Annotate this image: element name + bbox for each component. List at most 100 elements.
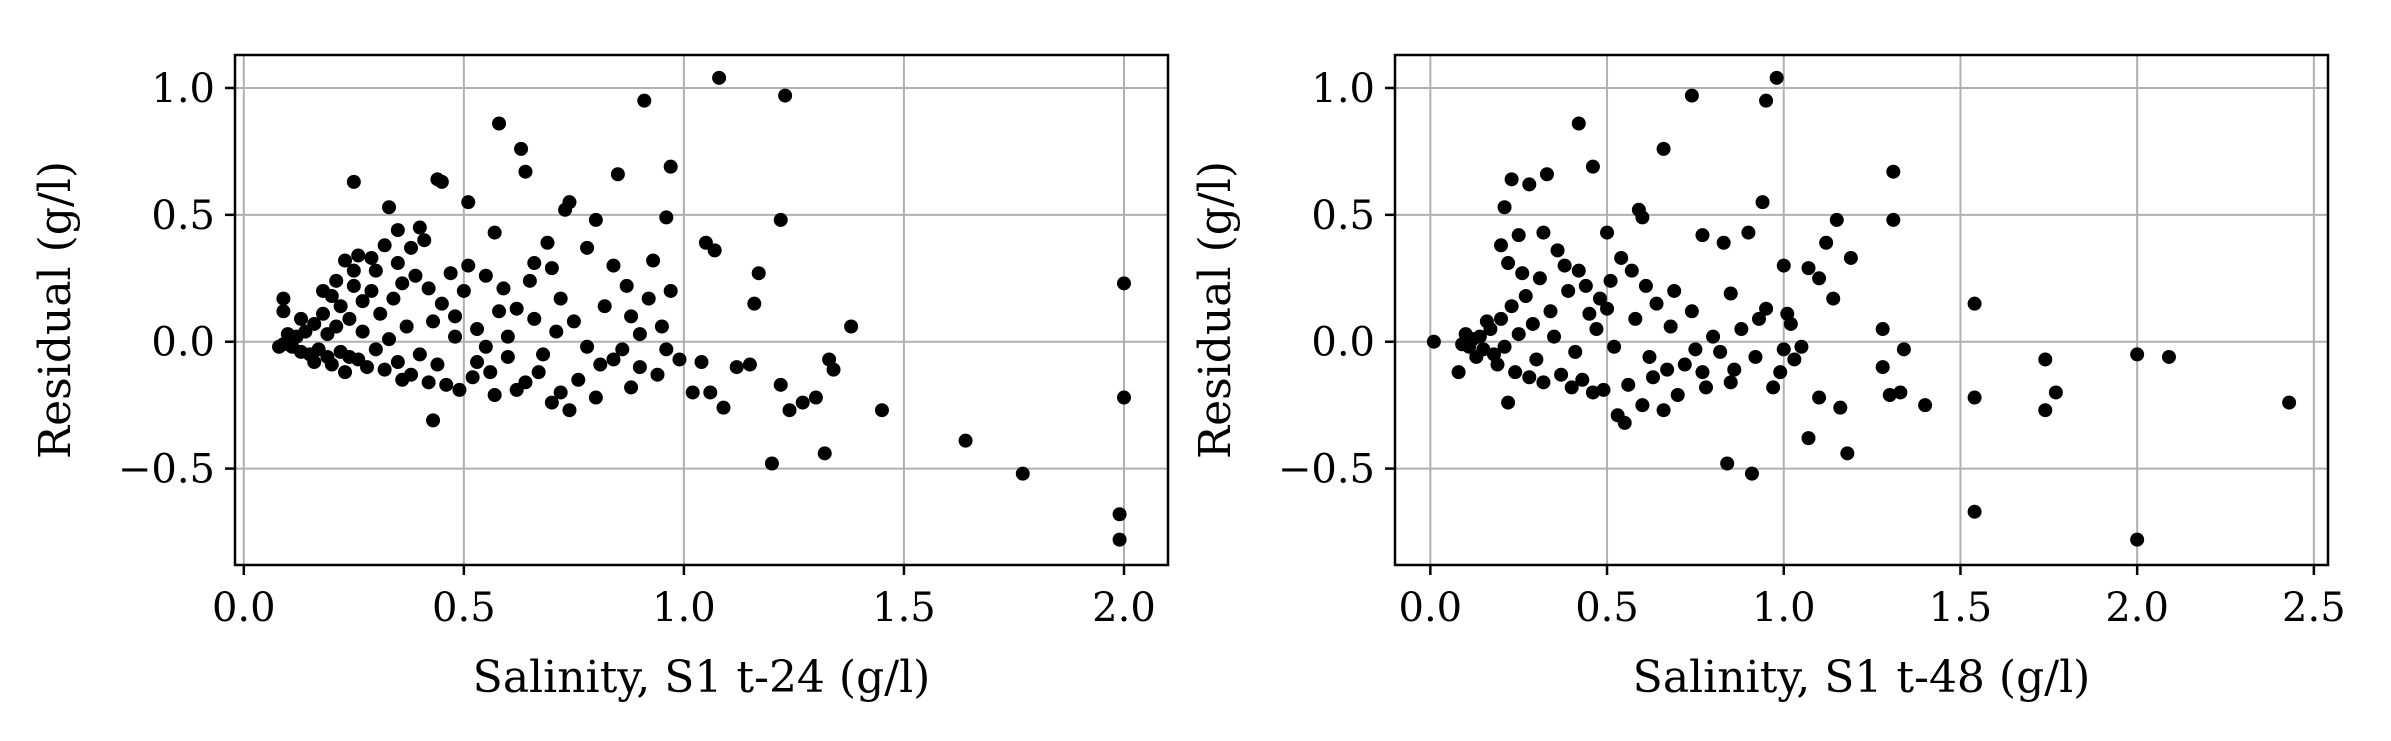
data-point [1882, 388, 1897, 402]
data-point [1504, 299, 1519, 314]
data-point [1557, 258, 1572, 273]
data-point [412, 220, 427, 235]
data-point [1706, 329, 1721, 344]
data-point [1759, 93, 1774, 108]
data-point [346, 174, 361, 189]
data-point [316, 283, 331, 298]
data-point [338, 365, 353, 380]
data-point [456, 283, 471, 298]
data-point [1571, 263, 1586, 278]
data-point [1794, 339, 1809, 354]
data-point [1522, 177, 1537, 192]
data-point [1755, 195, 1770, 210]
data-point [822, 352, 837, 367]
x-tick-label: 1.5 [1929, 585, 1993, 631]
data-point [659, 210, 674, 225]
data-point [958, 433, 973, 448]
data-point [558, 202, 573, 217]
data-point [1490, 357, 1505, 372]
data-point [751, 266, 766, 281]
data-point [294, 311, 309, 326]
data-point [364, 250, 379, 265]
data-point [2038, 352, 2053, 367]
data-point [1688, 342, 1703, 357]
data-point [795, 395, 810, 410]
data-point [632, 327, 647, 342]
data-point [404, 240, 419, 255]
chart-salinity-t24: 0.0 0.5 1.0 1.5 2.0 −0.5 0.0 0.5 1.0 Salinity, S1… [30, 53, 1170, 703]
y-tick-label: −0.5 [118, 447, 215, 493]
data-point [452, 382, 467, 397]
y-tick-label: 0.5 [1311, 193, 1375, 239]
data-point [632, 360, 647, 375]
data-point [1515, 266, 1530, 281]
data-point [390, 256, 405, 271]
data-point [448, 329, 463, 344]
data-point [1776, 342, 1791, 357]
data-point [782, 403, 797, 418]
data-point [874, 403, 889, 418]
data-point [496, 281, 511, 296]
data-point [1628, 311, 1643, 326]
data-point [1801, 431, 1816, 446]
data-point [1469, 349, 1484, 364]
data-point [1656, 141, 1671, 156]
data-point [377, 238, 392, 253]
data-point [764, 456, 779, 471]
data-point [527, 311, 542, 326]
data-point [1787, 352, 1802, 367]
data-point [1522, 370, 1537, 385]
data-point [426, 314, 441, 329]
data-point [544, 261, 559, 276]
data-point [606, 258, 621, 273]
data-point [1642, 349, 1657, 364]
data-point [421, 375, 436, 390]
data-point [272, 339, 287, 354]
data-point [1635, 398, 1650, 413]
data-point [342, 311, 357, 326]
x-tick-label: 2.5 [2282, 585, 2346, 631]
data-point [1843, 250, 1858, 265]
data-point [624, 309, 639, 324]
data-point [1812, 271, 1827, 286]
data-point [1596, 382, 1611, 397]
data-point [1759, 301, 1774, 316]
data-point [461, 258, 476, 273]
data-point [1501, 256, 1516, 271]
data-point [2130, 347, 2145, 362]
data-point [729, 360, 744, 375]
data-point [518, 164, 533, 179]
data-point [580, 240, 595, 255]
data-point [703, 385, 718, 400]
data-point [1614, 250, 1629, 265]
data-point [346, 263, 361, 278]
data-point [1529, 352, 1544, 367]
data-point [1497, 339, 1512, 354]
data-point [1426, 334, 1441, 349]
data-point [329, 273, 344, 288]
data-point [492, 304, 507, 319]
y-tick-label: 1.0 [1311, 66, 1375, 112]
data-point [716, 400, 731, 415]
data-point [1536, 225, 1551, 240]
data-point [1967, 390, 1982, 405]
data-point [1536, 375, 1551, 390]
data-point [536, 347, 551, 362]
data-point [817, 446, 832, 461]
data-point [1455, 337, 1470, 352]
data-point [470, 355, 485, 370]
data-point [1571, 116, 1586, 131]
data-point [1670, 388, 1685, 402]
data-point [346, 278, 361, 293]
data-point [1116, 276, 1131, 291]
data-point [1603, 273, 1618, 288]
data-point [1967, 504, 1982, 519]
data-point [549, 324, 564, 339]
plot-frame [233, 53, 1170, 567]
data-point [2161, 349, 2176, 364]
data-point [553, 385, 568, 400]
data-point [1875, 360, 1890, 375]
data-point [382, 200, 397, 215]
data-point [1578, 278, 1593, 293]
